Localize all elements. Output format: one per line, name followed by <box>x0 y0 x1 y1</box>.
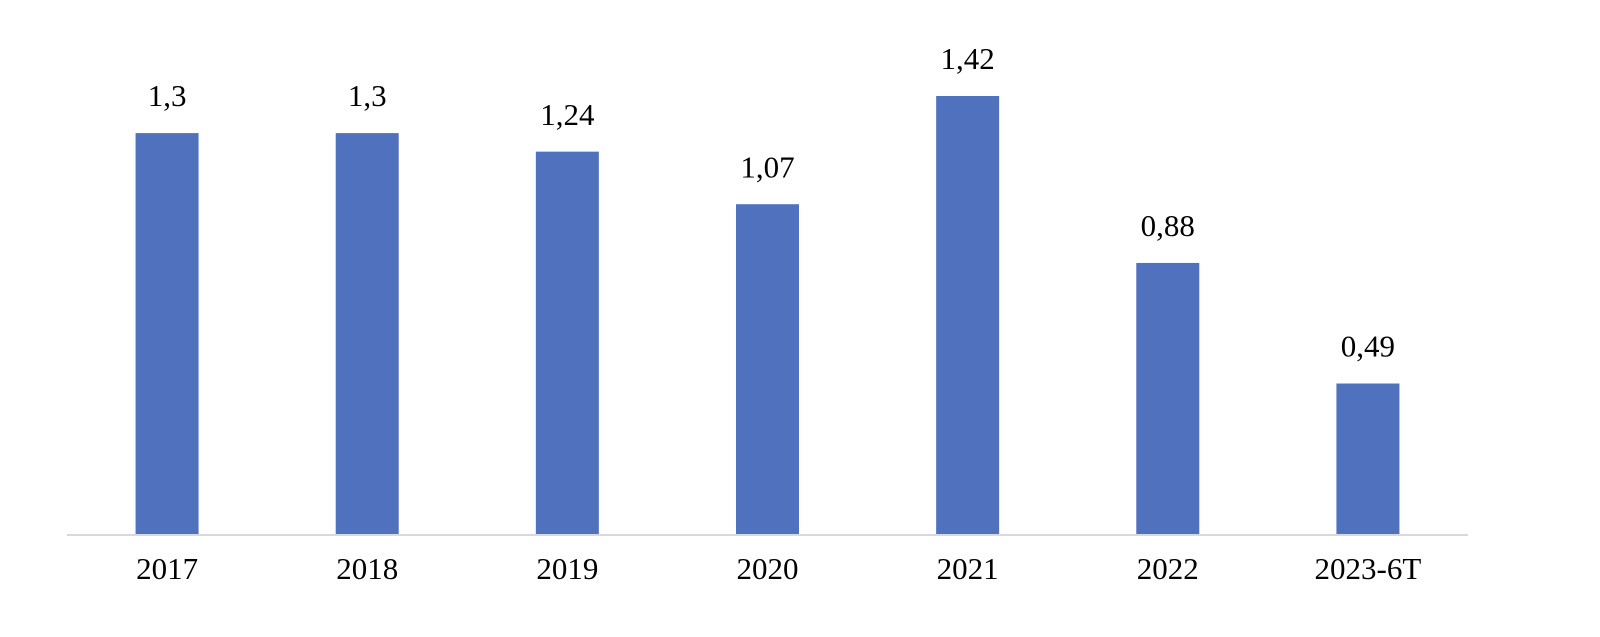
bar <box>335 133 399 536</box>
bar <box>1136 262 1200 535</box>
bar <box>535 151 599 535</box>
data-label: 1,3 <box>348 78 387 113</box>
data-label: 0,88 <box>1141 208 1195 243</box>
x-tick-label: 2021 <box>937 551 999 586</box>
bar <box>135 133 199 536</box>
bar <box>736 204 799 535</box>
x-tick-label: 2019 <box>536 551 598 586</box>
x-tick-label: 2020 <box>737 551 799 586</box>
x-tick-label: 2017 <box>136 551 198 586</box>
data-label: 0,49 <box>1341 329 1395 364</box>
data-label: 1,24 <box>540 97 595 132</box>
x-tick-label: 2018 <box>336 551 398 586</box>
data-label: 1,42 <box>941 41 995 76</box>
bar <box>1336 383 1400 535</box>
x-tick-label: 2022 <box>1137 551 1199 586</box>
bar <box>936 96 1000 535</box>
data-label: 1,3 <box>148 78 187 113</box>
data-label: 1,07 <box>740 149 794 184</box>
x-tick-label: 2023-6T <box>1315 551 1422 586</box>
